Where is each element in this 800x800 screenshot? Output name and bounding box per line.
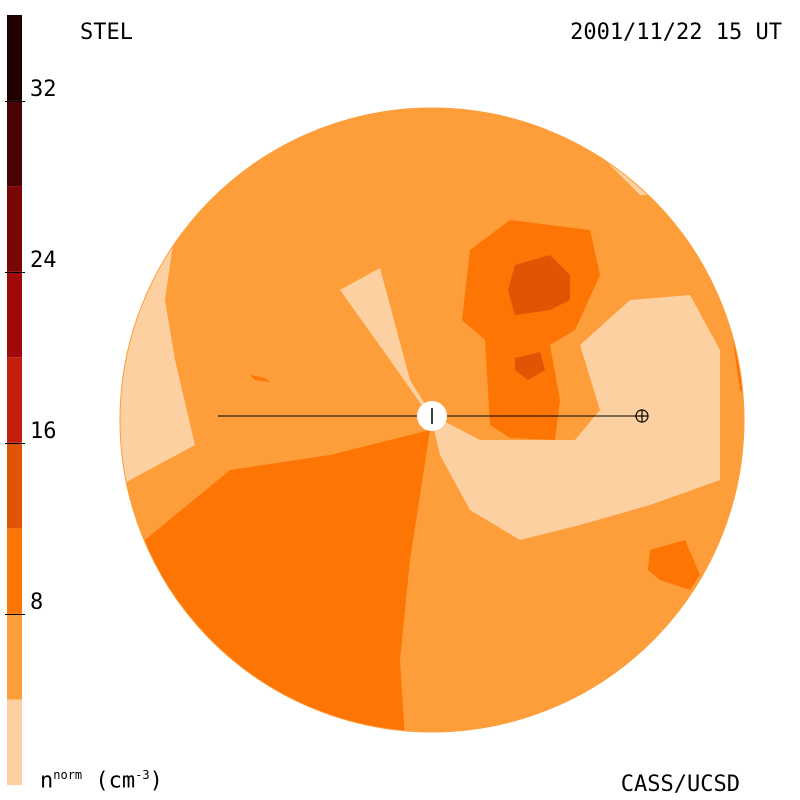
colorbar-tick-mark	[5, 271, 25, 273]
colorbar-level-4	[7, 357, 22, 443]
credit-label: CASS/UCSD	[620, 772, 740, 797]
colorbar-tick-mark	[5, 100, 25, 102]
peak-density-region-upper	[508, 255, 570, 315]
enhanced-density-fleck	[250, 375, 270, 382]
instrument-label: STEL	[80, 20, 133, 45]
colorbar-level-8	[7, 15, 22, 101]
colorbar	[7, 15, 22, 785]
earth-icon	[635, 409, 649, 423]
colorbar-tick-label: 16	[30, 418, 57, 444]
colorbar-tick-mark	[5, 442, 25, 444]
colorbar-level-1	[7, 613, 22, 700]
colorbar-units-label: nnorm (cm-3)	[40, 768, 163, 794]
density-contours	[120, 108, 744, 732]
enhanced-density-region-southeast	[648, 540, 700, 590]
colorbar-tick-label: 24	[30, 247, 57, 273]
colorbar-level-6	[7, 186, 22, 272]
colorbar-tick-label: 8	[30, 589, 44, 615]
colorbar-level-5	[7, 271, 22, 358]
timestamp-label: 2001/11/22 15 UT	[570, 20, 782, 45]
disk-outline	[119, 107, 745, 733]
colorbar-tick-label: 32	[30, 76, 57, 102]
low-density-region-central	[340, 268, 720, 540]
sun-icon	[417, 401, 447, 431]
colorbar-tick-mark	[5, 613, 25, 615]
peak-density-region-lower	[515, 352, 545, 380]
colorbar-level-2	[7, 528, 22, 614]
colorbar-level-0	[7, 699, 22, 785]
colorbar-level-3	[7, 442, 22, 529]
colorbar-level-7	[7, 100, 22, 187]
